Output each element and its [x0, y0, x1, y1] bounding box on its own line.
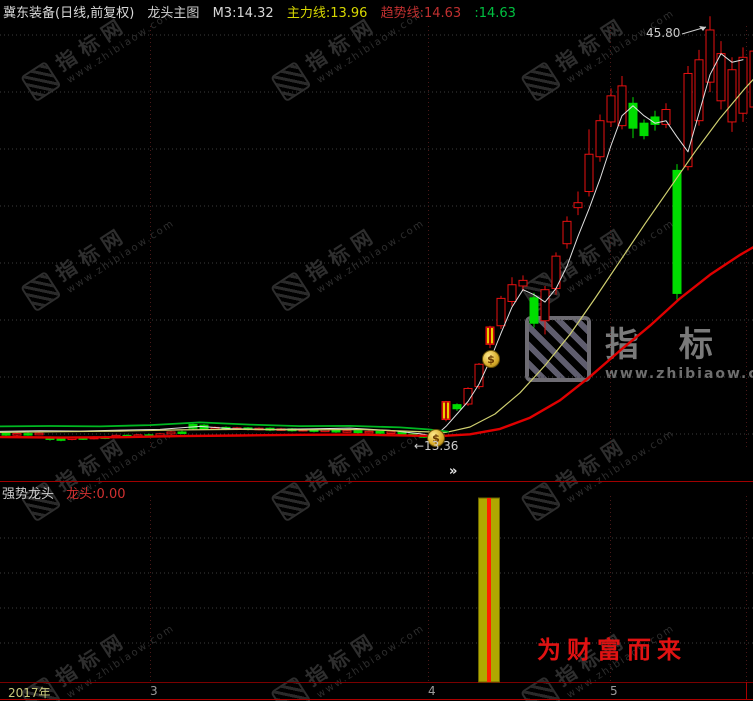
low-price-label: ←13.36 — [414, 439, 459, 453]
zhuli-value: 主力线:13.96 — [286, 6, 368, 21]
qushi2-value: :14.63 — [474, 6, 516, 21]
watermark-site-name: 指 标 网 — [605, 324, 753, 365]
axis-month-label: 5 — [610, 684, 618, 698]
m3-value: M3:14.32 — [212, 6, 274, 21]
stock-name[interactable]: 冀东装备(日线,前复权) — [3, 6, 135, 21]
subpanel-indicator-value: 龙头:0.00 — [66, 487, 126, 502]
axis-month-label: 3 — [150, 684, 158, 698]
moneybag-icon: $ — [482, 350, 500, 368]
qushi-value: 趋势线:14.63 — [380, 6, 462, 21]
indicator-name[interactable]: 龙头主图 — [147, 6, 200, 21]
subpanel-indicator-name[interactable]: 强势龙头 — [2, 487, 55, 502]
time-axis[interactable]: 2017年 3 4 5 — [0, 683, 753, 701]
axis-month-label: 4 — [428, 684, 436, 698]
mouse-cursor-icon: » — [449, 464, 458, 479]
subpanel-header: 强势龙头 龙头:0.00 — [2, 483, 125, 502]
axis-year-label: 2017年 — [8, 686, 51, 700]
moneybag-icon: $ — [427, 429, 445, 447]
high-price-label: 45.80 — [646, 26, 681, 40]
title-bar: 冀东装备(日线,前复权) 龙头主图 M3:14.32 主力线:13.96 趋势线… — [3, 2, 525, 21]
zhibiaow-logo-icon — [525, 316, 591, 382]
slogan-text: 为财富而来 — [537, 635, 687, 664]
